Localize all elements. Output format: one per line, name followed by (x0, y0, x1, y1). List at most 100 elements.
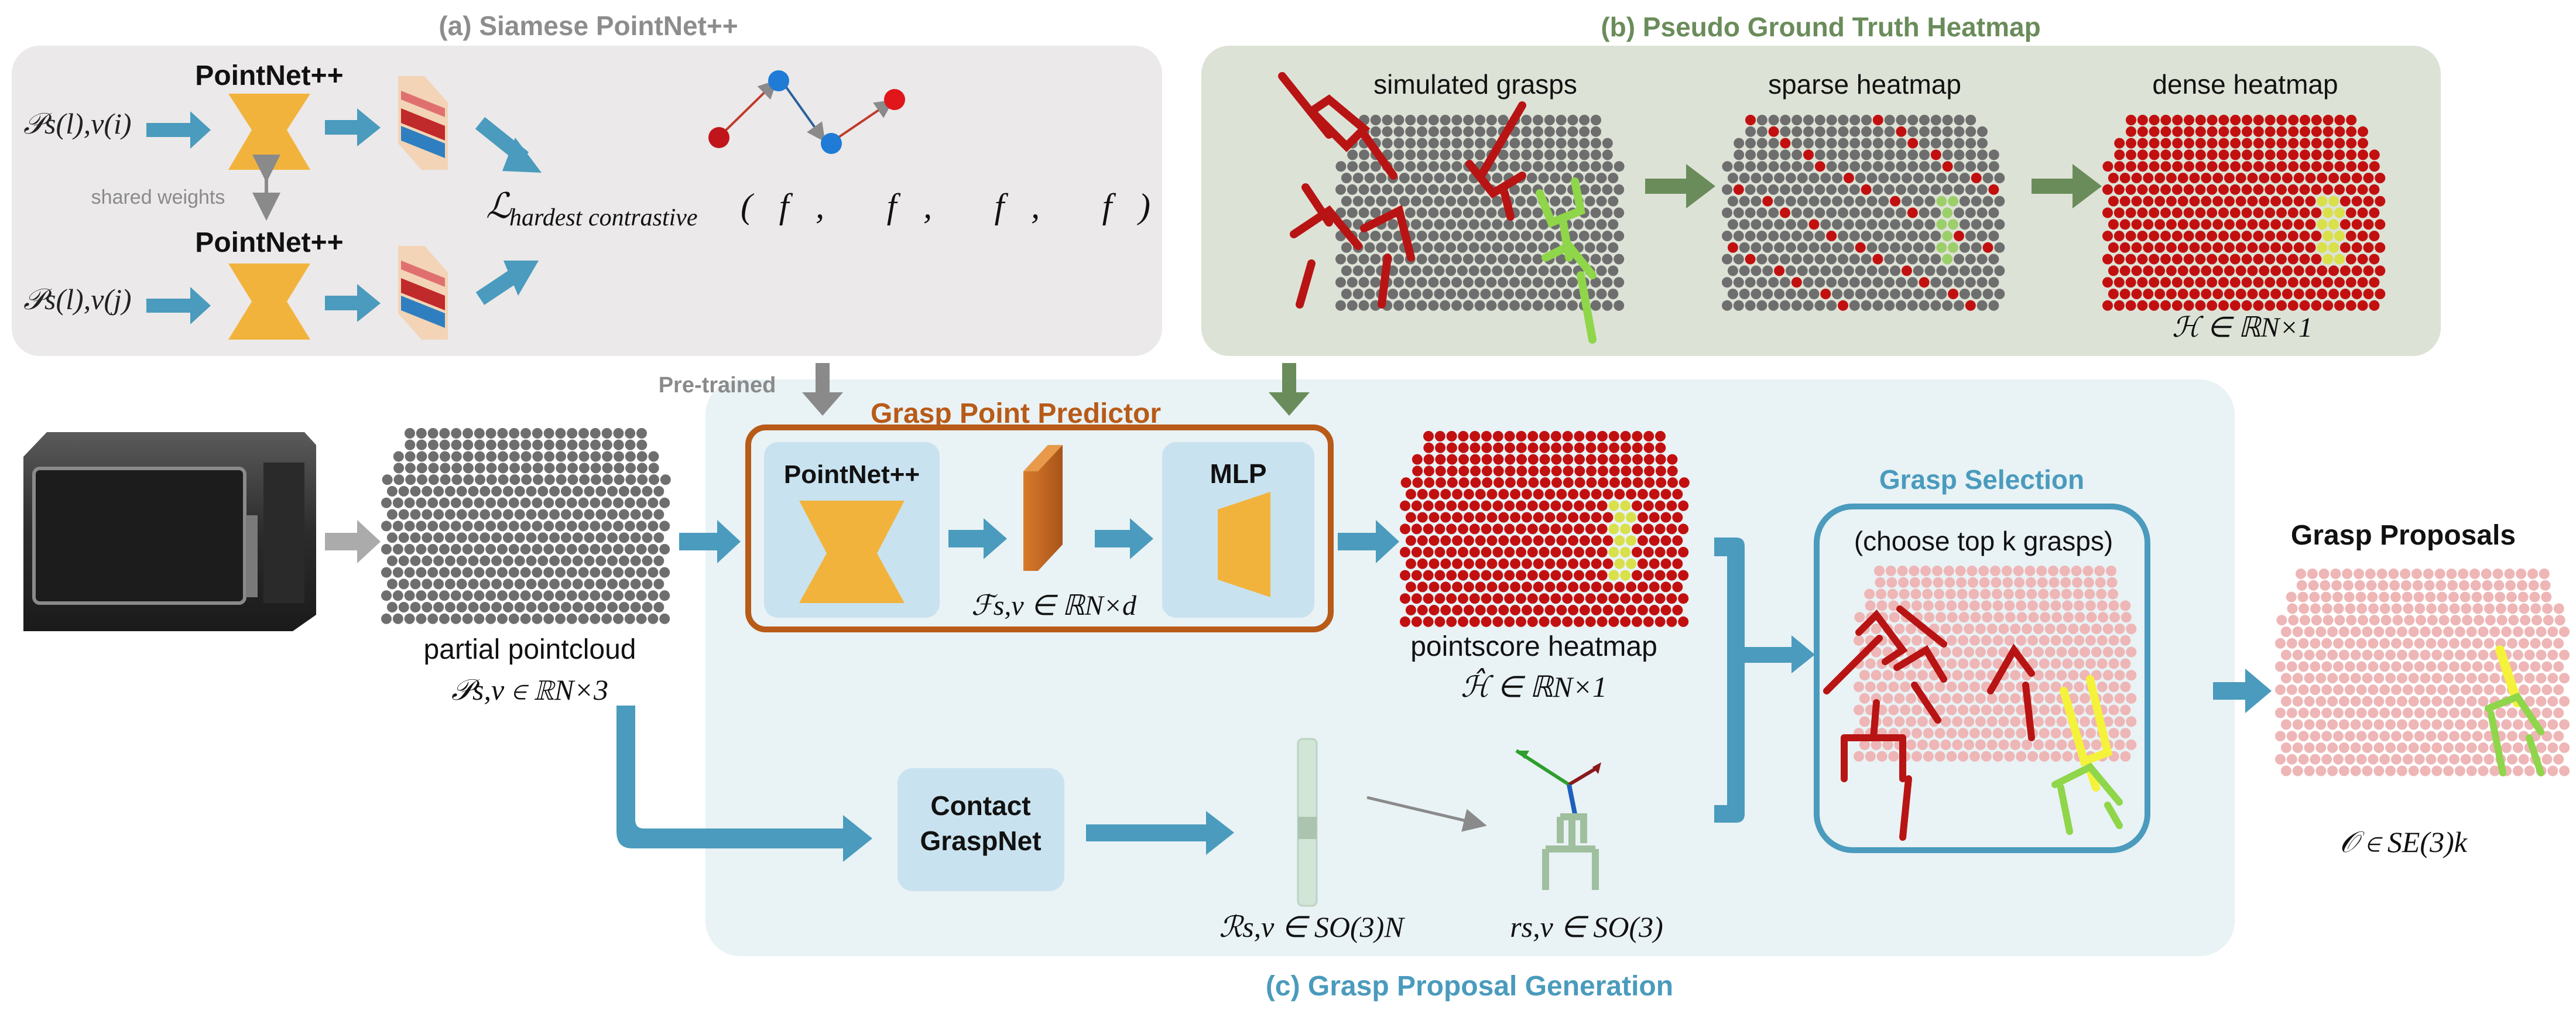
cloud-point (1486, 581, 1498, 593)
cloud-point (1563, 465, 1574, 477)
cloud-point (2373, 649, 2385, 660)
cloud-point (1751, 196, 1762, 207)
cloud-point (648, 567, 659, 578)
cloud-point (533, 474, 543, 485)
cloud-point (1556, 161, 1567, 172)
cloud-point (1556, 512, 1567, 523)
cloud-point (1550, 523, 1561, 535)
cloud-point (2224, 173, 2235, 183)
cloud-point (491, 532, 502, 543)
grasp-proposals-title: Grasp Proposals (2291, 520, 2516, 551)
cloud-point (2126, 716, 2137, 727)
cloud-point (1411, 523, 1422, 535)
cloud-point (2524, 649, 2535, 660)
cloud-point (2495, 591, 2506, 602)
cloud-point (2004, 600, 2015, 611)
cloud-point (2207, 149, 2218, 160)
cloud-point (1451, 184, 1462, 195)
cloud-point (1889, 612, 1900, 623)
cloud-point (578, 613, 589, 624)
cloud-point (2091, 646, 2102, 658)
cloud-point (463, 463, 474, 474)
cloud-point (2056, 624, 2067, 634)
cloud-point (1434, 547, 1445, 557)
cloud-point (2369, 149, 2380, 160)
cloud-point (1906, 624, 1917, 634)
cloud-point (2056, 716, 2067, 727)
cloud-point (601, 567, 612, 578)
cloud-point (1533, 535, 1544, 546)
cloud-point (2036, 566, 2047, 576)
loss-symbol: ℒ (486, 187, 512, 225)
cloud-point (2131, 196, 2142, 207)
cloud-point (1440, 535, 1451, 546)
cloud-point (2489, 765, 2500, 776)
cloud-point (2286, 707, 2297, 718)
cloud-point (2293, 196, 2304, 207)
cloud-point (2322, 161, 2334, 172)
cloud-point (1882, 716, 1893, 727)
cloud-point (1475, 489, 1486, 499)
cloud-point (653, 486, 664, 497)
cloud-point (1370, 254, 1381, 265)
cloud-point (2299, 184, 2310, 195)
cloud-point (410, 555, 421, 566)
cloud-point (1393, 149, 1405, 160)
cloud-point (2154, 289, 2166, 299)
cloud-point (532, 544, 543, 554)
cloud-point (2010, 716, 2021, 727)
cloud-point (1849, 300, 1860, 311)
cloud-point (2431, 673, 2443, 684)
cloud-point (2080, 624, 2091, 634)
mlp-block-label: MLP (1210, 458, 1266, 489)
cloud-point (1486, 512, 1498, 523)
cloud-point (1597, 593, 1608, 604)
cloud-point (463, 451, 474, 462)
cloud-point (1451, 231, 1462, 241)
cloud-point (1614, 207, 1625, 218)
cloud-point (2408, 696, 2419, 707)
cloud-point (2108, 289, 2119, 299)
cloud-point (630, 486, 641, 497)
cloud-point (2286, 661, 2297, 672)
cloud-point (497, 544, 508, 554)
cloud-point (1854, 682, 1864, 692)
cloud-point (2414, 638, 2425, 649)
cloud-point (2391, 603, 2402, 614)
cloud-point (1964, 646, 1975, 658)
cloud-point (1422, 219, 1433, 230)
cloud-point (2520, 615, 2531, 626)
cloud-point (1958, 704, 1969, 716)
cloud-point (2299, 231, 2310, 241)
cloud-point (1982, 265, 1993, 276)
cloud-point (1745, 231, 1756, 241)
cloud-point (1849, 207, 1860, 218)
cloud-point (1533, 512, 1544, 523)
cloud-point (1335, 161, 1347, 172)
cloud-point (2212, 289, 2224, 299)
cloud-point (1556, 489, 1567, 499)
cloud-point (2218, 115, 2229, 125)
cloud-point (1614, 254, 1625, 265)
cloud-point (1458, 570, 1468, 581)
cloud-point (2339, 265, 2351, 276)
cloud-point (1498, 231, 1509, 241)
cloud-point (1620, 523, 1631, 535)
cloud-point (422, 555, 433, 566)
cloud-point (2001, 566, 2012, 576)
cloud-point (2305, 242, 2316, 253)
cloud-point (2293, 265, 2304, 276)
cloud-point (1859, 693, 1870, 704)
cloud-point (537, 532, 549, 543)
cloud-point (1608, 289, 1619, 299)
cloud-point (1982, 219, 1993, 230)
cloud-point (555, 544, 566, 554)
cloud-point (659, 567, 670, 578)
cloud-point (2402, 638, 2413, 649)
cloud-point (1608, 242, 1619, 253)
cloud-point (2229, 254, 2241, 265)
cloud-point (1643, 442, 1654, 453)
cloud-point (474, 521, 485, 532)
cloud-point (1382, 138, 1393, 149)
cloud-point (1838, 138, 1849, 149)
